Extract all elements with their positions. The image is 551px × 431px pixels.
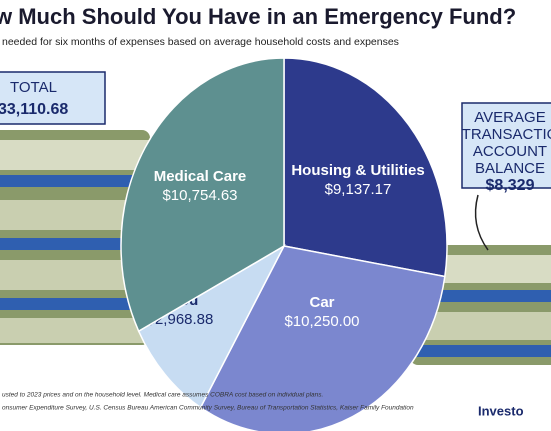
slice-value: $10,250.00 bbox=[284, 313, 359, 330]
pie-slice bbox=[137, 244, 286, 409]
title: w Much Should You Have in an Emergency F… bbox=[0, 4, 516, 29]
total-value: 33,110.68 bbox=[0, 101, 68, 118]
average-line: ACCOUNT bbox=[473, 143, 547, 160]
pie-slice bbox=[199, 245, 446, 431]
average-box bbox=[461, 102, 551, 189]
slice-name: Car bbox=[309, 294, 334, 311]
pie-slice bbox=[120, 57, 285, 333]
pie-slice bbox=[283, 57, 448, 278]
total-box bbox=[0, 71, 106, 125]
arrow bbox=[474, 194, 489, 251]
subtitle: needed for six months of expenses based … bbox=[2, 36, 399, 48]
slice-name: Medical Care bbox=[154, 168, 247, 185]
slice-name: Housing & Utilities bbox=[291, 162, 424, 179]
average-line: BALANCE bbox=[475, 160, 545, 177]
footnote: onsumer Expenditure Survey, U.S. Census … bbox=[2, 405, 414, 412]
money-stack-right bbox=[410, 245, 551, 365]
footnote: usted to 2023 prices and on the househol… bbox=[2, 392, 324, 399]
average-line: $8,329 bbox=[486, 177, 535, 194]
slice-value: $10,754.63 bbox=[162, 187, 237, 204]
total-label: TOTAL bbox=[10, 79, 57, 96]
logo: Investo bbox=[478, 403, 524, 418]
average-line: AVERAGE bbox=[474, 109, 545, 126]
average-line: TRANSACTIO bbox=[462, 126, 551, 143]
slice-value: $9,137.17 bbox=[325, 181, 392, 198]
